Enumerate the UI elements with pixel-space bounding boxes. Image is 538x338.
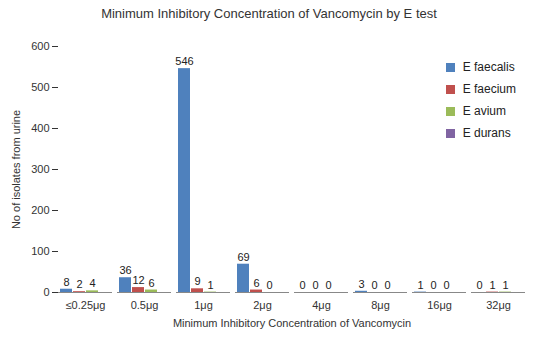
svg-text:300: 300 <box>31 163 49 175</box>
svg-text:4μg: 4μg <box>312 299 331 311</box>
svg-text:0: 0 <box>430 279 436 291</box>
svg-text:1: 1 <box>207 279 213 291</box>
svg-text:0: 0 <box>384 279 390 291</box>
svg-text:0: 0 <box>299 279 305 291</box>
html-text:E faecium: E faecium <box>462 82 516 96</box>
svg-text:100: 100 <box>31 245 49 257</box>
svg-text:1μg: 1μg <box>194 299 213 311</box>
svg-text:32μg: 32μg <box>486 299 511 311</box>
svg-text:546: 546 <box>175 55 193 67</box>
svg-text:8μg: 8μg <box>371 299 390 311</box>
svg-text:500: 500 <box>31 81 49 93</box>
svg-text:0: 0 <box>371 279 377 291</box>
svg-text:No of isolates from urine: No of isolates from urine <box>10 110 22 229</box>
svg-text:6: 6 <box>148 277 154 289</box>
svg-text:16μg: 16μg <box>427 299 452 311</box>
html-text:E faecalis: E faecalis <box>462 60 515 74</box>
html-text:Minimum Inhibitory Concentrati: Minimum Inhibitory Concentration of Vanc… <box>101 6 437 21</box>
html-text:E durans: E durans <box>462 126 511 140</box>
svg-text:Minimum Inhibitory Concentrati: Minimum Inhibitory Concentration of Vanc… <box>173 317 411 329</box>
svg-text:4: 4 <box>89 277 95 289</box>
svg-text:3: 3 <box>358 278 364 290</box>
svg-text:36: 36 <box>119 264 131 276</box>
svg-text:0: 0 <box>266 279 272 291</box>
svg-text:8: 8 <box>63 276 69 288</box>
svg-text:0: 0 <box>312 279 318 291</box>
svg-text:600: 600 <box>31 40 49 52</box>
svg-text:9: 9 <box>194 275 200 287</box>
svg-text:1: 1 <box>502 279 508 291</box>
svg-text:200: 200 <box>31 204 49 216</box>
svg-text:2: 2 <box>76 278 82 290</box>
svg-text:1: 1 <box>417 279 423 291</box>
svg-text:400: 400 <box>31 122 49 134</box>
svg-text:0: 0 <box>476 279 482 291</box>
svg-text:0: 0 <box>443 279 449 291</box>
svg-text:≤0.25μg: ≤0.25μg <box>66 299 106 311</box>
svg-text:0.5μg: 0.5μg <box>131 299 159 311</box>
svg-text:0: 0 <box>43 286 49 298</box>
svg-text:1: 1 <box>489 279 495 291</box>
html-text:E avium: E avium <box>462 104 506 118</box>
svg-text:0: 0 <box>325 279 331 291</box>
svg-text:6: 6 <box>253 277 259 289</box>
svg-text:2μg: 2μg <box>253 299 272 311</box>
svg-text:12: 12 <box>132 274 144 286</box>
svg-text:69: 69 <box>237 251 249 263</box>
